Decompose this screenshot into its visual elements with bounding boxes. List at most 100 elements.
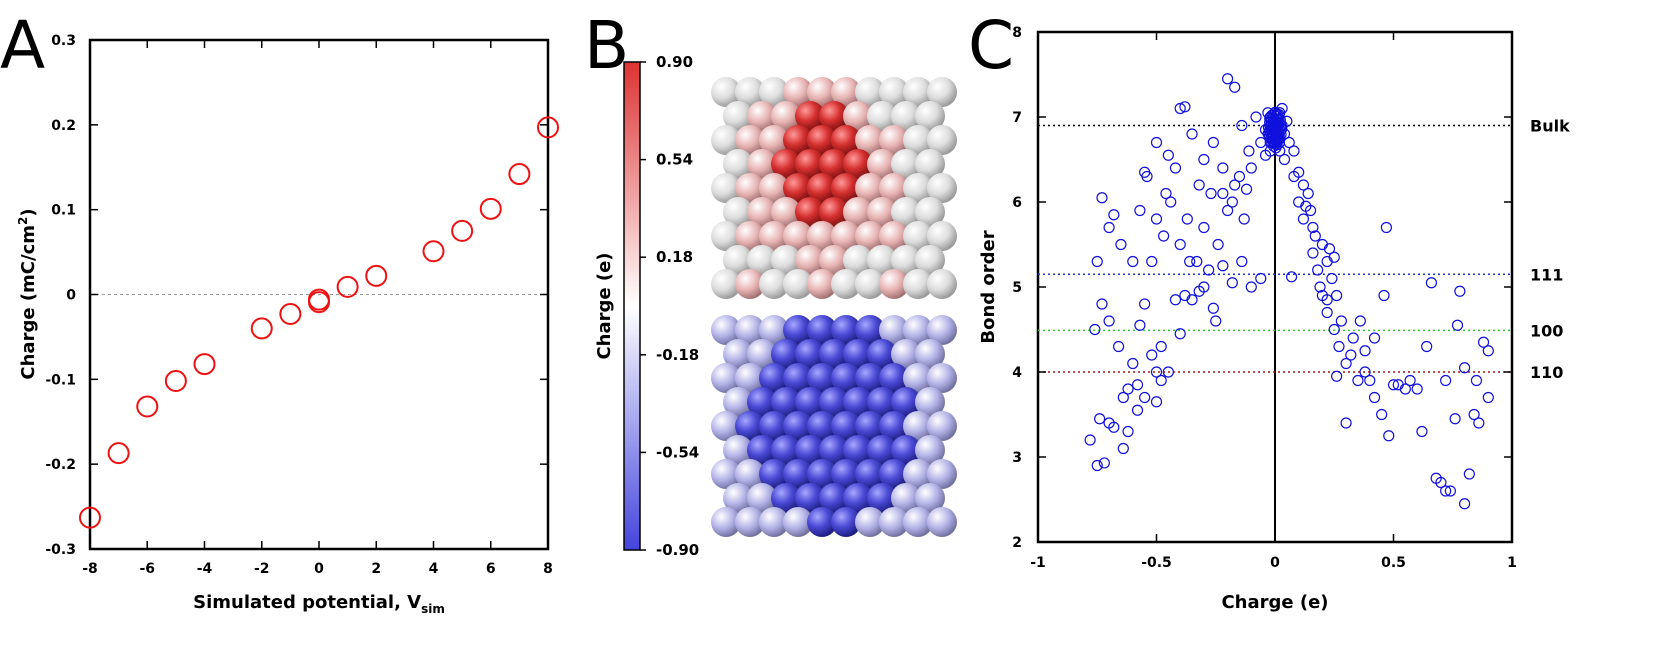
panel-c-data-point xyxy=(1150,366,1163,378)
panel-c-data-point xyxy=(1217,162,1229,174)
atom-sphere xyxy=(711,77,741,107)
atom-sphere xyxy=(879,77,909,107)
atom-sphere xyxy=(879,269,909,299)
atom-sphere xyxy=(795,245,825,275)
atom-sphere xyxy=(759,221,789,251)
panel-c-data-point xyxy=(1117,391,1129,404)
panel-a-y-tick-label: -0.3 xyxy=(45,542,76,558)
atom-sphere xyxy=(927,173,957,203)
atom-sphere xyxy=(903,315,933,345)
atom-sphere xyxy=(831,411,861,441)
atom-sphere xyxy=(927,125,957,155)
atom-sphere xyxy=(735,459,765,489)
panel-c-data-point xyxy=(1212,238,1224,251)
atom-sphere xyxy=(747,387,777,417)
reference-label-111: 111 xyxy=(1530,265,1563,284)
panel-c-data-point xyxy=(1425,277,1438,289)
atom-sphere xyxy=(903,173,933,203)
panel-c-data-point xyxy=(1387,379,1400,391)
panel-c-data-point xyxy=(1354,315,1366,327)
panel-a-x-ticks: -8 -6 -4 -2 0 2 4 6 8 xyxy=(82,40,553,577)
atom-sphere xyxy=(855,221,885,251)
atom-sphere xyxy=(915,101,945,131)
atom-sphere xyxy=(783,315,813,345)
atom-sphere xyxy=(747,245,777,275)
atom-sphere xyxy=(807,269,837,299)
atom-sphere xyxy=(927,363,957,393)
panel-c-data-point xyxy=(1270,142,1282,154)
atom-sphere xyxy=(735,77,765,107)
atom-sphere xyxy=(819,101,849,131)
panel-c-data-point xyxy=(1451,319,1464,331)
panel-a-data-point xyxy=(164,370,187,393)
panel-b: B 0.90 0.54 0.18 -0.18 -0.54 -0.90 Charge (e) xyxy=(584,7,957,559)
panel-a-x-tick-label: -6 xyxy=(139,561,155,577)
atom-sphere xyxy=(807,459,837,489)
atom-sphere xyxy=(915,435,945,465)
panel-a-data-point xyxy=(193,353,216,376)
atom-sphere xyxy=(867,197,897,227)
panel-c-data-point xyxy=(1288,145,1300,157)
atom-sphere xyxy=(795,435,825,465)
panel-a-data-point xyxy=(336,275,359,298)
panel-a-data-point xyxy=(279,303,302,326)
atom-sphere xyxy=(795,339,825,369)
atom-sphere xyxy=(879,221,909,251)
atom-sphere xyxy=(927,315,957,345)
atom-sphere xyxy=(891,101,921,131)
atom-sphere xyxy=(867,483,897,513)
panel-c-data-point xyxy=(1174,238,1186,251)
atom-sphere xyxy=(843,245,873,275)
atom-sphere xyxy=(927,269,957,299)
atom-sphere xyxy=(711,125,741,155)
atom-sphere xyxy=(891,197,921,227)
atom-sphere xyxy=(807,173,837,203)
atom-sphere xyxy=(795,101,825,131)
atom-sphere xyxy=(771,245,801,275)
panel-c-data-point xyxy=(1435,476,1447,489)
atom-sphere xyxy=(795,387,825,417)
panel-c-data-point xyxy=(1155,340,1167,353)
panel-c-x-tick-label: 0.5 xyxy=(1381,555,1406,571)
panel-c-data-point xyxy=(1181,213,1193,225)
atom-sphere xyxy=(807,363,837,393)
panel-c-data-point xyxy=(1221,73,1234,85)
colorbar-tick-label: -0.90 xyxy=(656,541,699,559)
panel-c-data-point xyxy=(1268,140,1280,152)
panel-c-data-point xyxy=(1186,294,1198,306)
atom-sphere xyxy=(879,125,909,155)
atom-sphere xyxy=(819,339,849,369)
panel-c-data-point xyxy=(1191,255,1203,268)
atom-sphere xyxy=(759,411,789,441)
atom-sphere xyxy=(711,507,741,537)
atom-sphere xyxy=(723,483,753,513)
panel-c-data-point xyxy=(1221,204,1234,217)
panel-c-data-point xyxy=(1321,294,1333,306)
panel-c-data-point xyxy=(1307,247,1319,259)
panel-c-data-point xyxy=(1203,264,1215,276)
atom-sphere xyxy=(807,507,837,537)
panel-c-data-point xyxy=(1380,221,1392,234)
panel-a-x-tick-label: -2 xyxy=(254,561,270,577)
panel-c-data-point xyxy=(1328,251,1340,263)
panel-a-x-axis-label: Simulated potential, Vsim xyxy=(193,592,445,616)
panel-a: A -8 -6 -4 -2 0 2 4 6 8 -0.3 -0.2 -0.1 0 0.1 0.2 0.3 S… xyxy=(0,7,559,616)
panel-c-y-tick-label: 4 xyxy=(1012,365,1022,381)
atom-sphere xyxy=(843,387,873,417)
panel-c-data-point xyxy=(1091,255,1103,268)
panel-a-data-point xyxy=(107,442,130,465)
panel-c-data-point xyxy=(1274,125,1286,137)
atom-sphere xyxy=(807,411,837,441)
panel-c-data-point xyxy=(1217,187,1229,200)
atom-sphere xyxy=(819,435,849,465)
atom-sphere xyxy=(783,411,813,441)
panel-c-data-point xyxy=(1255,272,1267,285)
atom-sphere xyxy=(819,149,849,179)
atom-sphere xyxy=(759,173,789,203)
panel-c-data-point xyxy=(1165,196,1177,208)
panel-a-y-axis-label: Charge (mC/cm2) xyxy=(16,208,39,379)
atom-sphere xyxy=(783,221,813,251)
atom-sphere xyxy=(855,269,885,299)
atom-sphere xyxy=(903,221,933,251)
atom-sphere xyxy=(927,459,957,489)
